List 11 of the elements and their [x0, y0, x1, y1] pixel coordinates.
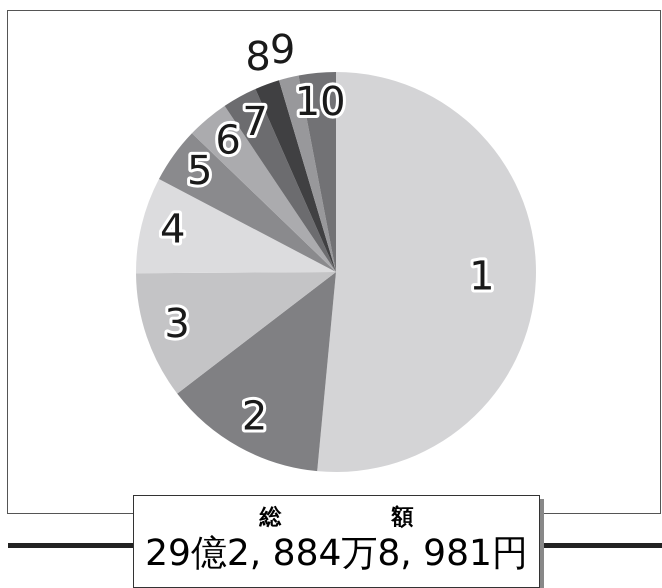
- slice-label: 6: [215, 118, 241, 164]
- slice-label: 5: [187, 148, 212, 194]
- slice-label: 8: [245, 34, 271, 80]
- slice-label: 4: [160, 206, 186, 253]
- text: 総 額: [258, 504, 414, 532]
- text: 29億2, 884万8, 981円: [144, 532, 529, 576]
- slice-label: 1: [469, 253, 495, 300]
- slice-label: 9: [270, 26, 296, 73]
- slice-label: 2: [242, 393, 268, 440]
- slice-label: 3: [164, 300, 190, 347]
- slice-label: 7: [242, 99, 268, 146]
